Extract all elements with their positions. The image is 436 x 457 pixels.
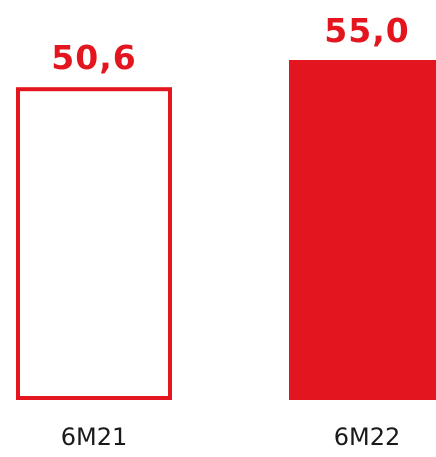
data-label-6m22: 55,0 [324,11,409,50]
tick-label-6m21: 6M21 [61,423,128,451]
bars-layer [16,60,436,400]
data-label-6m21: 50,6 [51,38,136,77]
bar-6m21 [16,87,172,400]
bar-6m22 [289,60,436,400]
category-tick-labels-layer: 6M21 6M22 [61,423,401,451]
tick-label-6m22: 6M22 [334,423,401,451]
value-labels-layer: 50,6 55,0 [51,11,409,77]
